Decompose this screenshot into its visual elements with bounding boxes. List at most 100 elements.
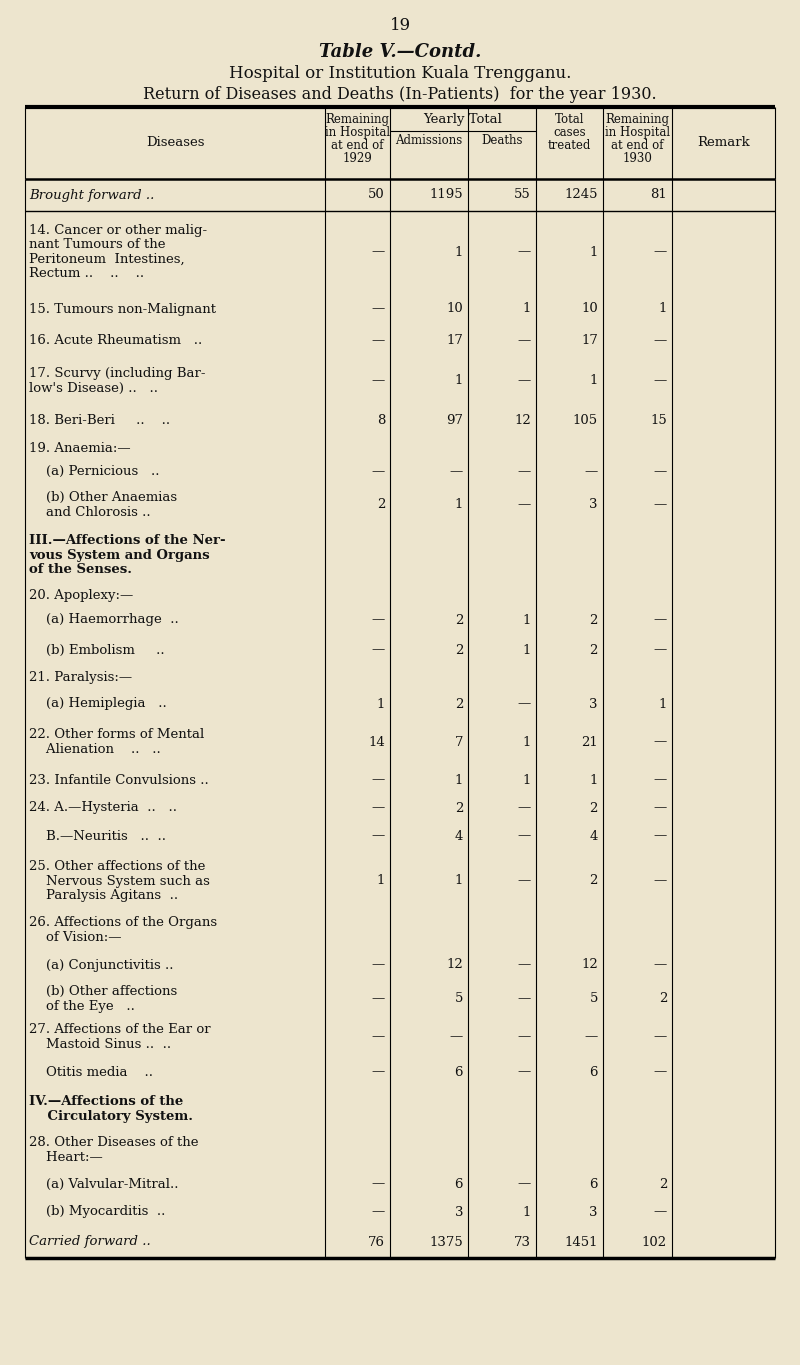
Text: —: — [518, 992, 531, 1006]
Text: of the Senses.: of the Senses. [29, 562, 132, 576]
Text: 1245: 1245 [565, 188, 598, 202]
Text: 17: 17 [581, 334, 598, 348]
Text: (b) Other affections: (b) Other affections [29, 986, 178, 998]
Text: 6: 6 [590, 1066, 598, 1078]
Text: 1930: 1930 [622, 152, 653, 165]
Text: Rectum ..    ..    ..: Rectum .. .. .. [29, 268, 144, 280]
Text: Circulatory System.: Circulatory System. [29, 1110, 193, 1123]
Text: (a) Hemiplegia   ..: (a) Hemiplegia .. [29, 698, 166, 711]
Text: 105: 105 [573, 415, 598, 427]
Text: 1: 1 [522, 613, 531, 627]
Text: Diseases: Diseases [146, 136, 204, 150]
Text: Brought forward ..: Brought forward .. [29, 188, 154, 202]
Text: Yearly Total: Yearly Total [423, 113, 502, 126]
Text: 2: 2 [590, 875, 598, 887]
Text: —: — [518, 498, 531, 512]
Text: Table V.—Contd.: Table V.—Contd. [319, 44, 481, 61]
Text: 12: 12 [514, 415, 531, 427]
Text: 6: 6 [454, 1178, 463, 1190]
Text: —: — [654, 334, 667, 348]
Text: 1: 1 [377, 875, 385, 887]
Text: and Chlorosis ..: and Chlorosis .. [29, 506, 150, 519]
Text: Hospital or Institution Kuala Trengganu.: Hospital or Institution Kuala Trengganu. [229, 66, 571, 82]
Text: Return of Diseases and Deaths (In-Patients)  for the year 1930.: Return of Diseases and Deaths (In-Patien… [143, 86, 657, 102]
Text: —: — [372, 1178, 385, 1190]
Text: 8: 8 [377, 415, 385, 427]
Text: Admissions: Admissions [395, 134, 462, 147]
Text: 27. Affections of the Ear or: 27. Affections of the Ear or [29, 1024, 210, 1036]
Text: 2: 2 [454, 801, 463, 815]
Text: —: — [518, 334, 531, 348]
Text: 1: 1 [590, 774, 598, 786]
Text: Paralysis Agitans  ..: Paralysis Agitans .. [29, 889, 178, 902]
Text: —: — [654, 1031, 667, 1043]
Text: Nervous System such as: Nervous System such as [29, 875, 210, 887]
Text: at end of: at end of [611, 139, 664, 152]
Text: 6: 6 [454, 1066, 463, 1078]
Text: 1: 1 [590, 374, 598, 388]
Text: 5: 5 [454, 992, 463, 1006]
Text: —: — [372, 1066, 385, 1078]
Text: 19. Anaemia:—: 19. Anaemia:— [29, 441, 130, 455]
Text: 14: 14 [368, 736, 385, 748]
Text: 3: 3 [590, 698, 598, 711]
Text: 2: 2 [454, 698, 463, 711]
Text: 1: 1 [454, 498, 463, 512]
Text: 17. Scurvy (including Bar-: 17. Scurvy (including Bar- [29, 367, 206, 381]
Text: 1929: 1929 [342, 152, 372, 165]
Text: —: — [654, 958, 667, 972]
Text: 3: 3 [590, 498, 598, 512]
Text: 1: 1 [658, 303, 667, 315]
Text: (b) Myocarditis  ..: (b) Myocarditis .. [29, 1205, 166, 1219]
Text: Remaining: Remaining [326, 113, 390, 126]
Text: —: — [518, 958, 531, 972]
Text: —: — [654, 801, 667, 815]
Text: —: — [372, 465, 385, 478]
Text: —: — [372, 830, 385, 842]
Text: III.—Affections of the Ner-: III.—Affections of the Ner- [29, 534, 226, 547]
Text: 10: 10 [582, 303, 598, 315]
Text: —: — [654, 830, 667, 842]
Text: nant Tumours of the: nant Tumours of the [29, 239, 166, 251]
Text: 1451: 1451 [565, 1235, 598, 1249]
Text: —: — [450, 1031, 463, 1043]
Text: —: — [372, 1031, 385, 1043]
Text: —: — [654, 613, 667, 627]
Text: 3: 3 [590, 1205, 598, 1219]
Text: of the Eye   ..: of the Eye .. [29, 999, 135, 1013]
Text: —: — [654, 1066, 667, 1078]
Text: treated: treated [548, 139, 591, 152]
Text: 73: 73 [514, 1235, 531, 1249]
Text: —: — [372, 643, 385, 657]
Text: —: — [372, 246, 385, 258]
Text: —: — [518, 1031, 531, 1043]
Text: —: — [654, 246, 667, 258]
Text: 2: 2 [658, 992, 667, 1006]
Text: 2: 2 [454, 613, 463, 627]
Text: —: — [518, 374, 531, 388]
Text: 1195: 1195 [430, 188, 463, 202]
Text: —: — [654, 465, 667, 478]
Text: —: — [518, 1066, 531, 1078]
Text: (a) Valvular-Mitral..: (a) Valvular-Mitral.. [29, 1178, 178, 1190]
Text: 2: 2 [590, 613, 598, 627]
Text: —: — [518, 830, 531, 842]
Text: 1: 1 [454, 374, 463, 388]
Text: 1: 1 [658, 698, 667, 711]
Text: —: — [654, 774, 667, 786]
Text: —: — [654, 1205, 667, 1219]
Text: Otitis media    ..: Otitis media .. [29, 1066, 153, 1078]
Text: 12: 12 [582, 958, 598, 972]
Text: 1: 1 [522, 303, 531, 315]
Text: —: — [654, 736, 667, 748]
Text: —: — [372, 801, 385, 815]
Text: IV.—Affections of the: IV.—Affections of the [29, 1095, 183, 1108]
Text: Alienation    ..   ..: Alienation .. .. [29, 743, 161, 756]
Text: 15. Tumours non-Malignant: 15. Tumours non-Malignant [29, 303, 216, 315]
Text: 2: 2 [590, 643, 598, 657]
Text: Total: Total [554, 113, 584, 126]
Text: in Hospital: in Hospital [325, 126, 390, 139]
Text: —: — [654, 374, 667, 388]
Text: 26. Affections of the Organs: 26. Affections of the Organs [29, 916, 217, 930]
Text: 10: 10 [446, 303, 463, 315]
